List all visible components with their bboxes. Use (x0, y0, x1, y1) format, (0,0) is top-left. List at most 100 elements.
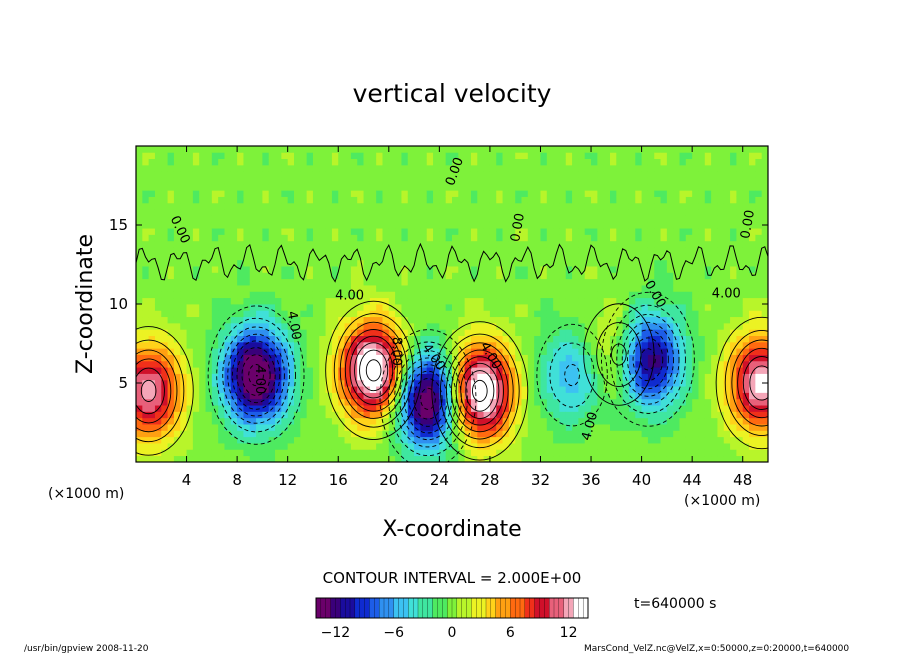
field-cell (167, 455, 175, 462)
field-cell (331, 436, 339, 444)
field-cell (635, 373, 642, 381)
field-cell (173, 209, 181, 216)
field-cell (515, 443, 522, 450)
field-cell (230, 304, 238, 311)
field-cell (262, 354, 270, 362)
field-cell (647, 424, 655, 431)
field-cell (350, 272, 358, 280)
field-cell (692, 341, 699, 349)
field-cell (294, 152, 301, 160)
field-cell (319, 449, 326, 457)
field-cell (610, 316, 617, 324)
field-cell (527, 443, 535, 450)
field-cell (673, 190, 680, 197)
field-cell (439, 335, 447, 343)
field-cell (515, 436, 522, 444)
field-cell (628, 430, 636, 438)
field-cell (344, 297, 352, 305)
field-cell (268, 341, 276, 349)
field-cell (357, 335, 364, 343)
field-cell (281, 240, 289, 248)
field-cell (275, 221, 282, 229)
field-cell (540, 190, 548, 197)
field-cell (142, 449, 150, 457)
field-cell (211, 367, 219, 374)
field-cell (420, 177, 428, 185)
field-cell (584, 398, 592, 406)
field-cell (319, 335, 326, 343)
field-cell (426, 348, 434, 355)
field-cell (369, 278, 377, 286)
field-cell (502, 291, 510, 299)
field-cell (546, 379, 554, 387)
field-cell (395, 360, 402, 368)
field-cell (761, 392, 768, 400)
field-cell (641, 215, 649, 223)
field-cell (502, 411, 510, 419)
field-cell (426, 430, 434, 438)
field-cell (515, 341, 522, 349)
field-cell (635, 316, 642, 324)
field-cell (483, 152, 491, 160)
field-cell (376, 272, 383, 280)
field-cell (199, 234, 206, 242)
field-cell (603, 240, 611, 248)
field-cell (338, 253, 345, 261)
field-cell (489, 202, 497, 210)
field-cell (148, 177, 156, 185)
field-cell (584, 455, 592, 462)
field-cell (331, 392, 339, 400)
field-cell (211, 341, 219, 349)
field-cell (723, 259, 731, 267)
field-cell (717, 329, 725, 336)
field-cell (452, 424, 459, 431)
field-cell (515, 348, 522, 355)
field-cell (584, 247, 592, 254)
field-cell (546, 240, 554, 248)
field-cell (249, 177, 257, 185)
field-cell (300, 196, 308, 204)
field-cell (666, 297, 674, 305)
field-cell (704, 221, 712, 229)
field-cell (211, 405, 219, 412)
field-cell (698, 253, 706, 261)
field-cell (546, 367, 554, 374)
field-cell (167, 417, 175, 425)
field-cell (433, 373, 440, 381)
field-cell (268, 379, 276, 387)
field-cell (679, 196, 687, 204)
field-cell (452, 291, 459, 299)
field-cell (730, 417, 737, 425)
field-cell (136, 335, 143, 343)
field-cell (622, 316, 630, 324)
field-cell (439, 272, 447, 280)
field-cell (420, 348, 428, 355)
field-cell (294, 417, 301, 425)
field-cell (439, 190, 447, 197)
field-cell (534, 405, 541, 412)
field-cell (192, 221, 200, 229)
field-cell (502, 228, 510, 235)
field-cell (698, 266, 706, 273)
field-cell (685, 360, 693, 368)
field-cell (489, 158, 497, 166)
field-cell (142, 190, 150, 197)
field-cell (711, 417, 718, 425)
field-cell (508, 164, 516, 172)
field-cell (572, 310, 579, 318)
field-cell (584, 436, 592, 444)
field-cell (173, 152, 181, 160)
field-cell (578, 367, 586, 374)
field-cell (142, 310, 150, 318)
field-cell (243, 335, 251, 343)
field-cell (458, 171, 466, 178)
field-cell (685, 278, 693, 286)
field-cell (470, 171, 478, 178)
field-cell (483, 392, 491, 400)
field-cell (534, 411, 541, 419)
field-cell (546, 272, 554, 280)
field-cell (445, 430, 453, 438)
field-cell (294, 405, 301, 412)
field-cell (591, 341, 598, 349)
field-cell (489, 285, 497, 292)
